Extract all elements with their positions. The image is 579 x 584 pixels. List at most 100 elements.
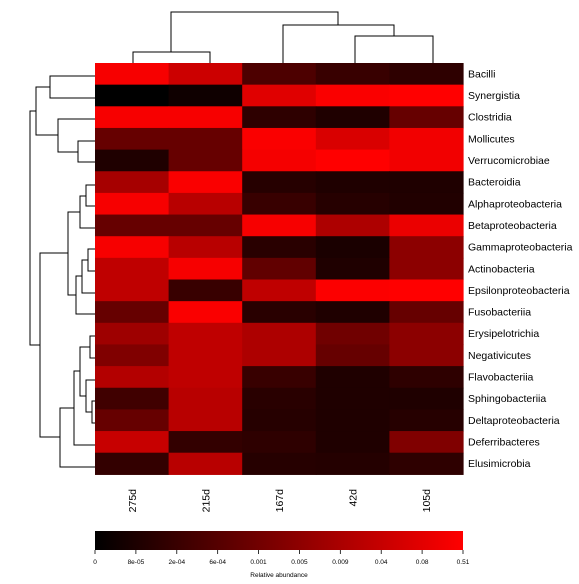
row-label: Betaproteobacteria [468,220,557,232]
heatmap-cell [242,344,317,367]
row-dendro-gamma-actino [87,248,95,272]
row-dendro-beta [79,195,95,229]
heatmap-cell [95,344,170,367]
heatmap-cell [242,257,317,281]
heatmap-cell [315,366,390,389]
col-dendro-merge-42-105 [354,35,434,63]
row-dendro-flavo [85,379,95,413]
heatmap-cell [168,257,243,281]
colorbar-tick-label: 2e-04 [168,559,185,566]
row-dendro-sphingo-delta [91,400,95,424]
colorbar-gradient [95,531,463,550]
row-label: Negativicutes [468,350,531,362]
row-label: Deferribacteres [468,436,540,448]
heatmap-cell [242,279,317,302]
col-dendro-merge-275-215 [132,51,211,63]
row-dendro-mollicutes-verruco [77,140,95,163]
row-label: Synergistia [468,90,520,102]
row-dendro-erysi-neg [89,335,95,359]
heatmap-cell [95,387,170,410]
row-label: Bacteroidia [468,177,521,189]
row-label: Erysipelotrichia [468,328,539,340]
colorbar-title: Relative abundance [250,572,308,579]
heatmap-cell [389,409,464,432]
colorbar-tick-label: 0.04 [375,559,388,566]
heatmap-cell [95,192,170,216]
heatmap-cell [315,431,390,454]
heatmap-cell [95,257,170,281]
row-label: Sphingobacteriia [468,393,546,405]
heatmap-cell [242,192,317,216]
colorbar-tick-label: 0.51 [457,559,470,566]
heatmap-cell [168,214,243,237]
heatmap-cell [95,431,170,454]
heatmap-cell [315,452,390,475]
colorbar-ticks: 0 8e-05 2e-04 6e-04 0.001 0.005 0.009 0.04 0.08 0… [93,550,470,566]
heatmap-cell [389,236,464,259]
heatmap-cell [242,214,317,237]
heatmap-cell [242,431,317,454]
col-dendro-merge-167 [282,24,395,63]
heatmap-cell [95,409,170,432]
heatmap-cell [168,366,243,389]
row-label: Alphaproteobacteria [468,198,562,210]
heatmap-cell [389,171,464,194]
heatmap-cells [95,63,464,475]
row-label: Verrucomicrobiae [468,155,550,167]
heatmap-cell [315,214,390,237]
column-dendrogram [132,11,434,63]
column-label: 167d [274,489,286,513]
heatmap-cell [242,149,317,172]
heatmap-cell [95,279,170,302]
heatmap-cell [242,63,317,86]
heatmap-cell [389,387,464,410]
heatmap-cell [95,127,170,151]
heatmap-cell [389,106,464,129]
heatmap-cell [95,366,170,389]
row-label: Elusimicrobia [468,458,531,470]
heatmap-cell [389,366,464,389]
row-label: Flavobacteriia [468,372,534,384]
heatmap-cell [168,171,243,194]
column-label: 215d [200,489,212,513]
heatmap-cell [95,106,170,129]
heatmap-cell [95,452,170,475]
heatmap-cell [389,301,464,324]
row-label: Bacilli [468,68,495,80]
heatmap-cell [242,301,317,324]
heatmap-cell [95,63,170,86]
heatmap-cell [389,192,464,216]
heatmap-cell [315,301,390,324]
row-dendro-lower [39,252,68,438]
heatmap-cell [315,257,390,281]
heatmap-cell [315,279,390,302]
row-dendro-bact-alpha [85,184,95,207]
heatmap-cell [95,171,170,194]
heatmap-cell [242,322,317,346]
row-label: Epsilonproteobacteria [468,285,570,297]
heatmap-cell [315,387,390,410]
heatmap-cell [168,84,243,107]
heatmap-cell [95,84,170,107]
heatmap-cell [389,257,464,281]
row-dendro-elusimicrobia [59,407,95,468]
heatmap-cell [242,84,317,107]
heatmap-cell [315,127,390,151]
heatmap-cell [168,322,243,346]
heatmap-cell [242,452,317,475]
row-label: Mollicutes [468,133,515,145]
heatmap-cell [315,344,390,367]
heatmap-cell [168,387,243,410]
heatmap-cell [242,127,317,151]
row-dendro-bacilli-synergistia [49,75,95,99]
heatmap-cell [168,149,243,172]
row-label: Fusobacteriia [468,307,531,319]
heatmap-cell [95,236,170,259]
heatmap-cell [315,63,390,86]
colorbar-tick-label: 0.001 [250,559,267,566]
row-dendro-fuso [75,275,95,315]
row-label: Actinobacteria [468,263,535,275]
row-dendrogram [29,75,95,468]
heatmap-cell [168,431,243,454]
heatmap-cell [315,84,390,107]
